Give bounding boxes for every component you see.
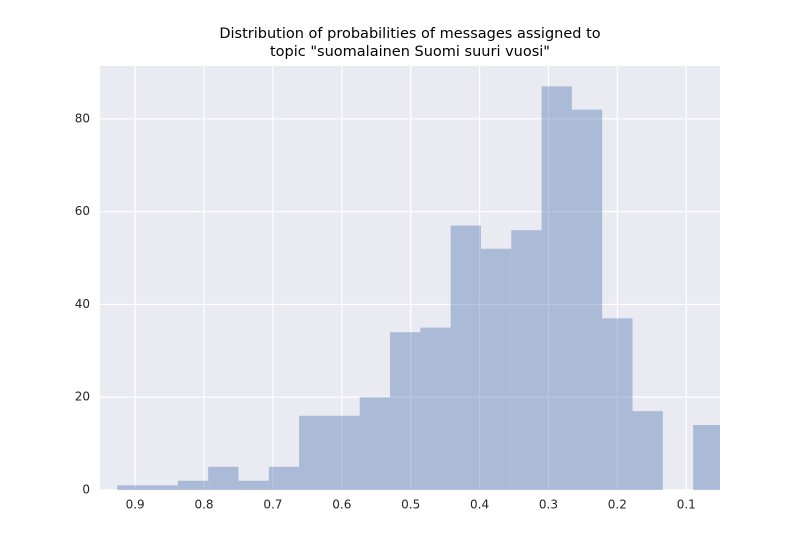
bar	[238, 480, 269, 490]
y-tick-label: 0	[82, 483, 90, 497]
bar	[177, 480, 209, 490]
bar	[632, 411, 663, 490]
bar	[299, 415, 330, 490]
x-tick-label: 0.6	[332, 498, 351, 512]
bar	[420, 327, 451, 490]
x-tick-label: 0.3	[539, 498, 558, 512]
chart-title: Distribution of probabilities of message…	[219, 26, 600, 42]
bar	[117, 485, 148, 490]
y-tick-label: 40	[75, 297, 90, 311]
x-tick-label: 0.8	[194, 498, 213, 512]
bars	[117, 86, 720, 490]
x-tick-label: 0.1	[677, 498, 696, 512]
y-tick-label: 60	[75, 204, 90, 218]
bar	[480, 248, 512, 490]
bar	[359, 397, 391, 490]
bar	[268, 466, 300, 490]
x-tick-label: 0.7	[263, 498, 282, 512]
bar	[390, 332, 421, 490]
bar	[147, 485, 178, 490]
bar	[329, 415, 360, 490]
x-tick-label: 0.9	[126, 498, 145, 512]
plot-background	[100, 66, 720, 490]
bar	[450, 225, 481, 490]
bar	[208, 466, 239, 490]
bar	[541, 86, 572, 490]
bar	[571, 109, 603, 490]
x-tick-label: 0.5	[401, 498, 420, 512]
x-tick-label: 0.2	[608, 498, 627, 512]
bar	[602, 318, 633, 490]
tick-labels: 0 20 40 60 80 0.9 0.8 0.7 0.6 0.5 0.4 0.3 0.2 0.1	[75, 111, 696, 511]
y-tick-label: 80	[75, 111, 90, 125]
bar	[511, 230, 542, 490]
chart-title: topic "suomalainen Suomi suuri vuosi"	[270, 44, 550, 60]
y-tick-label: 20	[75, 390, 90, 404]
bar	[693, 425, 720, 490]
x-tick-label: 0.4	[470, 498, 489, 512]
grid	[100, 66, 720, 491]
